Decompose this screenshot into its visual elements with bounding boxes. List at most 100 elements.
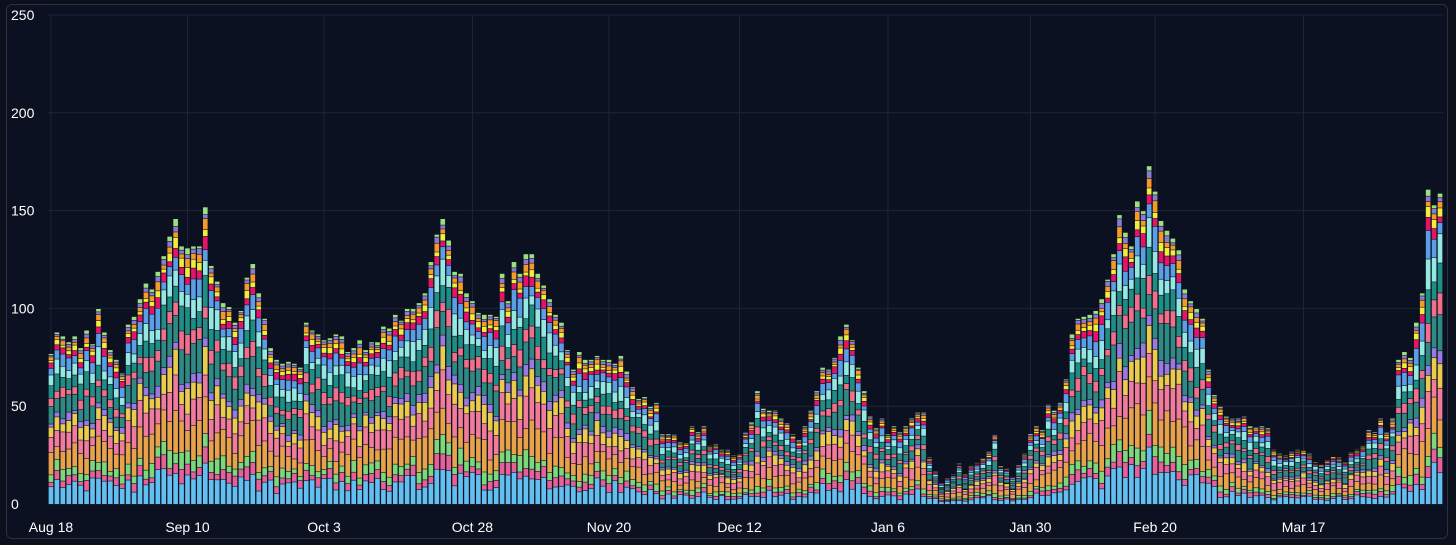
bar-segment xyxy=(1081,320,1087,323)
bar-segment xyxy=(576,373,582,387)
bar-segment xyxy=(838,459,843,476)
bar-segment xyxy=(1212,448,1217,454)
bar-stack xyxy=(470,301,475,504)
bar-segment xyxy=(315,472,321,478)
bar-segment xyxy=(333,461,339,474)
bar-segment xyxy=(1152,349,1158,381)
bar-segment xyxy=(119,381,125,388)
bar-segment xyxy=(1408,371,1413,376)
bar-stack xyxy=(666,434,671,504)
bar-segment xyxy=(683,490,689,493)
bar-segment xyxy=(915,485,920,489)
bar-segment xyxy=(832,481,837,489)
bar-segment xyxy=(1004,479,1010,483)
bar-segment xyxy=(1028,467,1033,470)
bar-segment xyxy=(689,465,695,471)
bar-segment xyxy=(1117,291,1122,306)
bar-segment xyxy=(1087,349,1093,363)
bar-segment xyxy=(226,351,232,363)
bar-segment xyxy=(642,408,647,415)
bar-segment xyxy=(867,425,873,429)
bar-segment xyxy=(642,460,647,475)
bar-segment xyxy=(363,357,368,362)
bar-segment xyxy=(440,454,446,470)
bar-segment xyxy=(897,442,903,448)
bar-segment xyxy=(897,432,903,433)
bar-segment xyxy=(861,445,867,451)
bar-segment xyxy=(125,365,131,375)
bar-segment xyxy=(547,410,552,429)
bar-segment xyxy=(1182,332,1188,347)
bar-segment xyxy=(256,310,262,318)
bar-segment xyxy=(541,382,546,392)
bar-segment xyxy=(1140,451,1146,461)
bar-segment xyxy=(606,366,612,371)
bar-segment xyxy=(1277,493,1283,495)
bar-segment xyxy=(974,485,980,489)
bar-segment xyxy=(1218,406,1223,408)
bar-segment xyxy=(1075,339,1081,349)
bar-segment xyxy=(1324,466,1330,470)
bar-segment xyxy=(90,461,95,471)
bar-segment xyxy=(529,258,535,263)
bar-segment xyxy=(921,445,926,450)
bar-segment xyxy=(274,379,279,385)
bar-stack xyxy=(1123,232,1128,504)
bar-segment xyxy=(1366,476,1372,483)
bar-segment xyxy=(131,363,137,372)
bar-segment xyxy=(1022,478,1027,480)
bar-segment xyxy=(1134,211,1140,221)
bar-segment xyxy=(1164,266,1170,281)
bar-segment xyxy=(517,293,523,298)
bar-segment xyxy=(238,422,244,436)
bar-segment xyxy=(375,347,380,350)
bar-segment xyxy=(511,380,517,399)
bar-segment xyxy=(476,315,481,319)
bar-segment xyxy=(832,359,837,362)
bar-segment xyxy=(571,371,576,375)
bar-segment xyxy=(571,438,576,442)
bar-segment xyxy=(950,479,956,482)
bar-segment xyxy=(814,460,820,467)
bar-segment xyxy=(511,344,517,357)
bar-segment xyxy=(1057,483,1063,488)
bar-segment xyxy=(838,385,843,401)
bar-segment xyxy=(1235,423,1241,426)
bar-segment xyxy=(1301,461,1306,465)
bar-segment xyxy=(392,417,398,437)
bar-segment xyxy=(737,459,742,462)
bar-segment xyxy=(1057,402,1063,404)
bar-segment xyxy=(1069,354,1075,360)
bar-segment xyxy=(1313,499,1318,504)
bar-segment xyxy=(108,471,113,476)
bar-segment xyxy=(78,384,83,400)
bar-segment xyxy=(642,424,647,431)
bar-segment xyxy=(167,392,173,422)
bar-segment xyxy=(398,329,404,335)
bar-stack xyxy=(392,314,398,504)
bar-segment xyxy=(772,435,778,442)
bar-stack xyxy=(832,357,837,504)
bar-segment xyxy=(535,376,541,386)
bar-segment xyxy=(956,497,962,499)
bar-segment xyxy=(986,491,992,495)
bar-segment xyxy=(1164,280,1170,294)
bar-segment xyxy=(541,432,546,461)
bar-segment xyxy=(1271,480,1277,484)
bar-segment xyxy=(1152,381,1158,403)
bar-segment xyxy=(808,492,814,504)
bar-stack xyxy=(713,443,719,504)
bar-segment xyxy=(191,399,196,426)
bar-segment xyxy=(630,466,636,480)
bar-segment xyxy=(339,452,345,466)
bar-segment xyxy=(232,377,238,389)
bar-segment xyxy=(464,398,469,406)
bar-segment xyxy=(1224,447,1229,454)
bar-segment xyxy=(1372,448,1378,454)
bar-segment xyxy=(185,451,190,464)
bar-segment xyxy=(1396,370,1401,375)
bar-segment xyxy=(1010,478,1015,480)
bar-segment xyxy=(915,422,920,426)
bar-segment xyxy=(149,371,155,394)
bar-stack xyxy=(1313,462,1318,504)
